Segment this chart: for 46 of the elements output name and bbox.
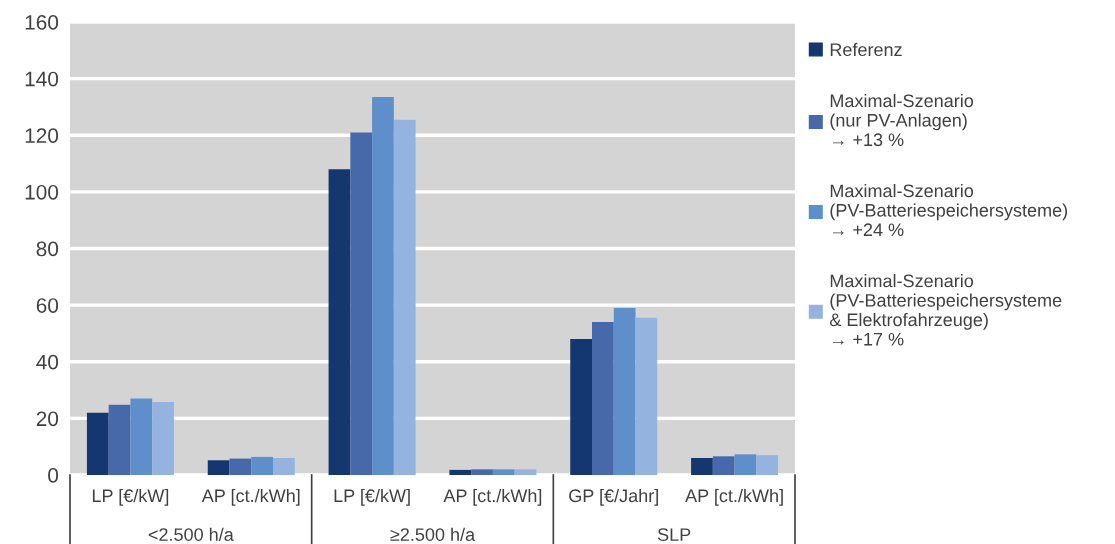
- bar: [471, 469, 493, 475]
- bar: [691, 458, 713, 475]
- bar: [152, 401, 174, 475]
- y-tick-label: 20: [36, 411, 59, 427]
- bar: [207, 460, 230, 475]
- bar: [449, 469, 472, 475]
- y-tick-label: 100: [25, 184, 59, 200]
- bar: [570, 339, 592, 475]
- y-tick-label: 120: [25, 128, 59, 143]
- bar: [635, 317, 658, 475]
- bar: [273, 458, 295, 475]
- y-tick-label: 140: [25, 71, 59, 87]
- bar: [734, 454, 757, 475]
- x-tick-label: LP [€/kW]: [334, 488, 410, 506]
- x-tick-label: AP [ct./kWh]: [685, 488, 783, 506]
- bar: [350, 132, 373, 475]
- x-tick-label: GP [€/Jahr]: [569, 488, 658, 506]
- bar: [328, 169, 351, 475]
- y-tick-label: 40: [36, 354, 59, 370]
- bar: [251, 456, 273, 475]
- x-tick-label: AP [ct./kWh]: [201, 488, 300, 506]
- bar: [514, 469, 537, 475]
- bar: [756, 455, 779, 475]
- bar: [86, 412, 109, 475]
- bar: [108, 404, 131, 475]
- bar: [492, 469, 515, 475]
- x-tick-label: LP [€/kW]: [92, 488, 169, 506]
- bar: [130, 398, 153, 475]
- bar: [613, 307, 636, 475]
- y-tick-label: 160: [25, 15, 59, 30]
- legend-label: Maximal-Szenario (PV-Batteriespeichersysteme) → +24 %: [830, 183, 1068, 237]
- bar: [372, 97, 394, 475]
- text: SLP: [657, 528, 691, 541]
- x-tick-label: AP [ct./kWh]: [443, 488, 542, 506]
- bar: [712, 456, 735, 475]
- bar: [393, 119, 416, 475]
- y-tick-label: 0: [48, 468, 59, 483]
- legend-label: Maximal-Szenario (PV-Batteriespeichersysteme & Elektrofahrzeuge) → +17 %: [829, 274, 1062, 346]
- legend-label: Referenz: [830, 42, 902, 57]
- text: ≥2.500 h/a: [390, 527, 476, 541]
- y-tick-label: 60: [36, 298, 59, 313]
- y-tick-label: 80: [36, 241, 59, 257]
- bar: [592, 322, 614, 475]
- legend-label: Maximal-Szenario (nur PV-Anlagen) → +13 %: [830, 93, 974, 147]
- bar: [229, 458, 252, 475]
- text: <2.500 h/a: [148, 527, 234, 541]
